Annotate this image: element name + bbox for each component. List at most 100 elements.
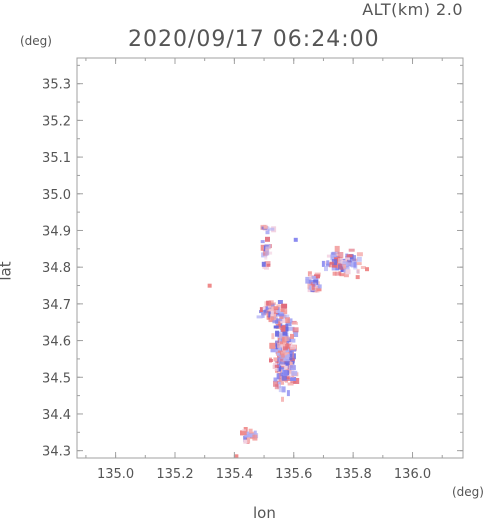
plot-frame: [76, 57, 464, 459]
echo-cell: [326, 254, 331, 258]
echo-cell: [311, 283, 315, 290]
echo-cell: [265, 306, 269, 311]
echo-cell: [275, 310, 280, 314]
echo-cell: [265, 229, 270, 235]
echo-cell: [332, 271, 337, 276]
echo-cell: [256, 315, 263, 319]
echo-cell: [292, 321, 298, 325]
echo-cell: [260, 240, 265, 244]
echo-cell: [360, 266, 366, 269]
echo-cell: [261, 312, 266, 316]
echo-cell: [277, 342, 280, 348]
x-tick-label: 135.2: [156, 467, 193, 482]
echo-cell: [269, 359, 273, 362]
echo-cell: [290, 358, 295, 362]
echo-cell: [282, 331, 288, 336]
y-tick-label: 34.4: [42, 408, 71, 423]
echo-cell: [286, 390, 290, 397]
echo-cell: [337, 252, 344, 258]
y-tick-label: 34.5: [42, 371, 71, 386]
echo-cell: [281, 351, 285, 355]
y-axis-unit: (deg): [20, 34, 52, 48]
echo-cell: [331, 266, 337, 271]
echo-cell: [266, 263, 271, 267]
echo-cell: [281, 336, 286, 343]
echo-cell: [329, 261, 334, 265]
echo-cell: [252, 434, 258, 441]
y-tick-label: 35.1: [42, 151, 71, 166]
x-axis-label: lon: [253, 504, 276, 522]
echo-cell: [356, 268, 360, 274]
echo-cell: [278, 377, 283, 382]
echo-cell: [305, 279, 312, 284]
echo-cell: [342, 261, 349, 268]
data-cells: [207, 224, 370, 459]
echo-cell: [268, 300, 274, 306]
y-tick-label: 34.6: [42, 335, 71, 350]
echo-cell: [280, 319, 286, 324]
echo-cell: [339, 273, 345, 277]
echo-cell: [243, 439, 248, 444]
echo-cell: [278, 318, 283, 322]
echo-cell: [263, 309, 268, 314]
echo-cell: [234, 454, 239, 459]
echo-cell: [276, 373, 280, 380]
echo-cell: [328, 262, 332, 268]
y-tick-label: 34.9: [42, 224, 71, 239]
echo-cell: [305, 276, 312, 280]
echo-cell: [288, 326, 295, 331]
echo-cell: [277, 345, 282, 351]
echo-cell: [247, 437, 251, 444]
echo-cell: [269, 303, 275, 308]
altitude-label: ALT(km) 2.0: [362, 0, 463, 19]
echo-cell: [307, 282, 313, 289]
echo-cell: [274, 364, 279, 368]
echo-cell: [265, 250, 270, 256]
x-tick-label: 135.6: [275, 467, 312, 482]
echo-cell: [326, 260, 330, 266]
echo-cell: [347, 259, 352, 263]
timestamp-title: 2020/09/17 06:24:00: [128, 27, 380, 52]
echo-cell: [275, 330, 280, 337]
echo-cell: [286, 354, 290, 358]
echo-cell: [284, 317, 290, 324]
echo-cell: [317, 284, 322, 289]
y-tick-label: 35.2: [42, 114, 71, 129]
echo-cell: [285, 362, 289, 366]
echo-cell: [334, 257, 341, 262]
echo-cell: [287, 369, 292, 374]
echo-cell: [290, 377, 297, 381]
echo-cell: [281, 396, 284, 402]
echo-cell: [353, 261, 357, 268]
echo-cell: [274, 357, 281, 362]
echo-cell: [265, 246, 270, 252]
echo-cell: [269, 342, 276, 349]
echo-cell: [278, 313, 285, 317]
echo-cell: [265, 236, 270, 242]
echo-cell: [268, 305, 274, 311]
echo-cell: [274, 368, 279, 371]
echo-cell: [266, 300, 272, 306]
echo-cell: [259, 307, 263, 313]
echo-cell: [261, 261, 266, 267]
echo-cell: [287, 318, 293, 323]
echo-cell: [273, 380, 278, 387]
x-axis-ticks: 135.0 135.2 135.4 135.6 135.8 136.0: [85, 58, 443, 482]
echo-cell: [284, 352, 289, 356]
x-tick-label: 136.0: [394, 467, 431, 482]
echo-cell: [263, 225, 268, 229]
echo-cell: [332, 259, 337, 266]
echo-cell: [335, 260, 341, 265]
echo-cell: [273, 309, 278, 313]
echo-cell: [343, 264, 347, 269]
echo-cell: [266, 226, 270, 230]
echo-cell: [278, 386, 283, 393]
echo-cell: [334, 245, 340, 252]
echo-cell: [264, 255, 268, 260]
echo-cell: [313, 279, 319, 285]
echo-cell: [286, 373, 291, 378]
echo-cell: [289, 361, 293, 368]
echo-cell: [280, 309, 285, 312]
echo-cell: [293, 237, 298, 242]
